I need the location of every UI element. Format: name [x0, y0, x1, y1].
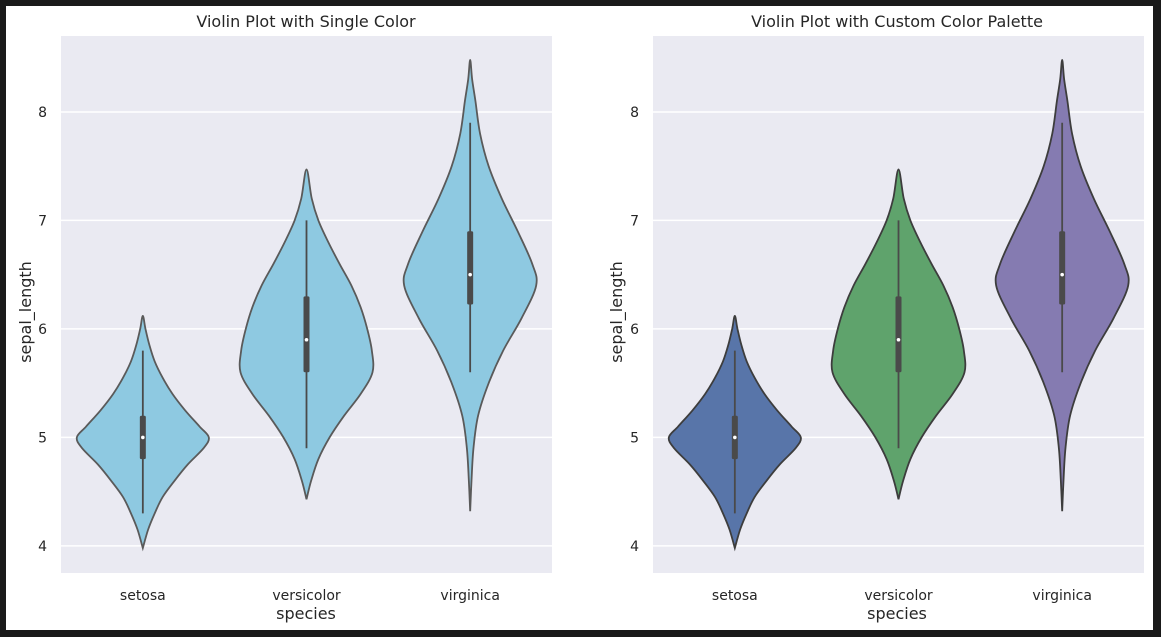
chart-right: 4 5 6 7 8 setosa versicolor virginica Violin Plo… — [607, 12, 1144, 623]
y-tick-label: 8 — [630, 105, 639, 121]
x-tick-label: setosa — [712, 588, 758, 604]
figure: 4 5 6 7 8 setosa versicolor virginica Violin Plo… — [6, 6, 1153, 630]
y-tick-label: 6 — [38, 322, 47, 338]
median-point-virginica — [1060, 272, 1064, 277]
median-point-versicolor — [896, 337, 901, 342]
iqr-box-versicolor — [895, 296, 902, 373]
x-tick-label: versicolor — [864, 588, 933, 604]
x-axis-label: species — [867, 604, 927, 623]
y-tick-label: 5 — [630, 430, 639, 446]
y-tick-label: 4 — [630, 539, 639, 555]
x-tick-label: virginica — [440, 588, 500, 604]
y-tick-label: 5 — [38, 430, 47, 446]
y-tick-label: 7 — [38, 213, 47, 229]
median-point-versicolor — [304, 337, 309, 342]
x-axis-label: species — [276, 604, 336, 623]
iqr-box-virginica — [1059, 231, 1066, 305]
x-tick-label: setosa — [120, 588, 166, 604]
y-axis-label: sepal_length — [16, 261, 36, 363]
chart-title: Violin Plot with Single Color — [196, 12, 416, 31]
y-tick-label: 4 — [38, 539, 47, 555]
x-tick-label: versicolor — [272, 588, 341, 604]
median-point-virginica — [468, 272, 472, 277]
y-tick-label: 6 — [630, 322, 639, 338]
median-point-setosa — [141, 435, 145, 440]
y-tick-label: 8 — [38, 105, 47, 121]
x-tick-label: virginica — [1032, 588, 1092, 604]
median-point-setosa — [733, 435, 737, 440]
figure-canvas: 4 5 6 7 8 setosa versicolor virginica Violin Plo… — [16, 12, 1144, 623]
y-tick-label: 7 — [630, 213, 639, 229]
chart-title: Violin Plot with Custom Color Palette — [751, 12, 1043, 31]
chart-left: 4 5 6 7 8 setosa versicolor virginica Violin Plo… — [16, 12, 552, 623]
iqr-box-virginica — [467, 231, 474, 305]
iqr-box-versicolor — [303, 296, 310, 373]
y-axis-label: sepal_length — [607, 261, 627, 363]
